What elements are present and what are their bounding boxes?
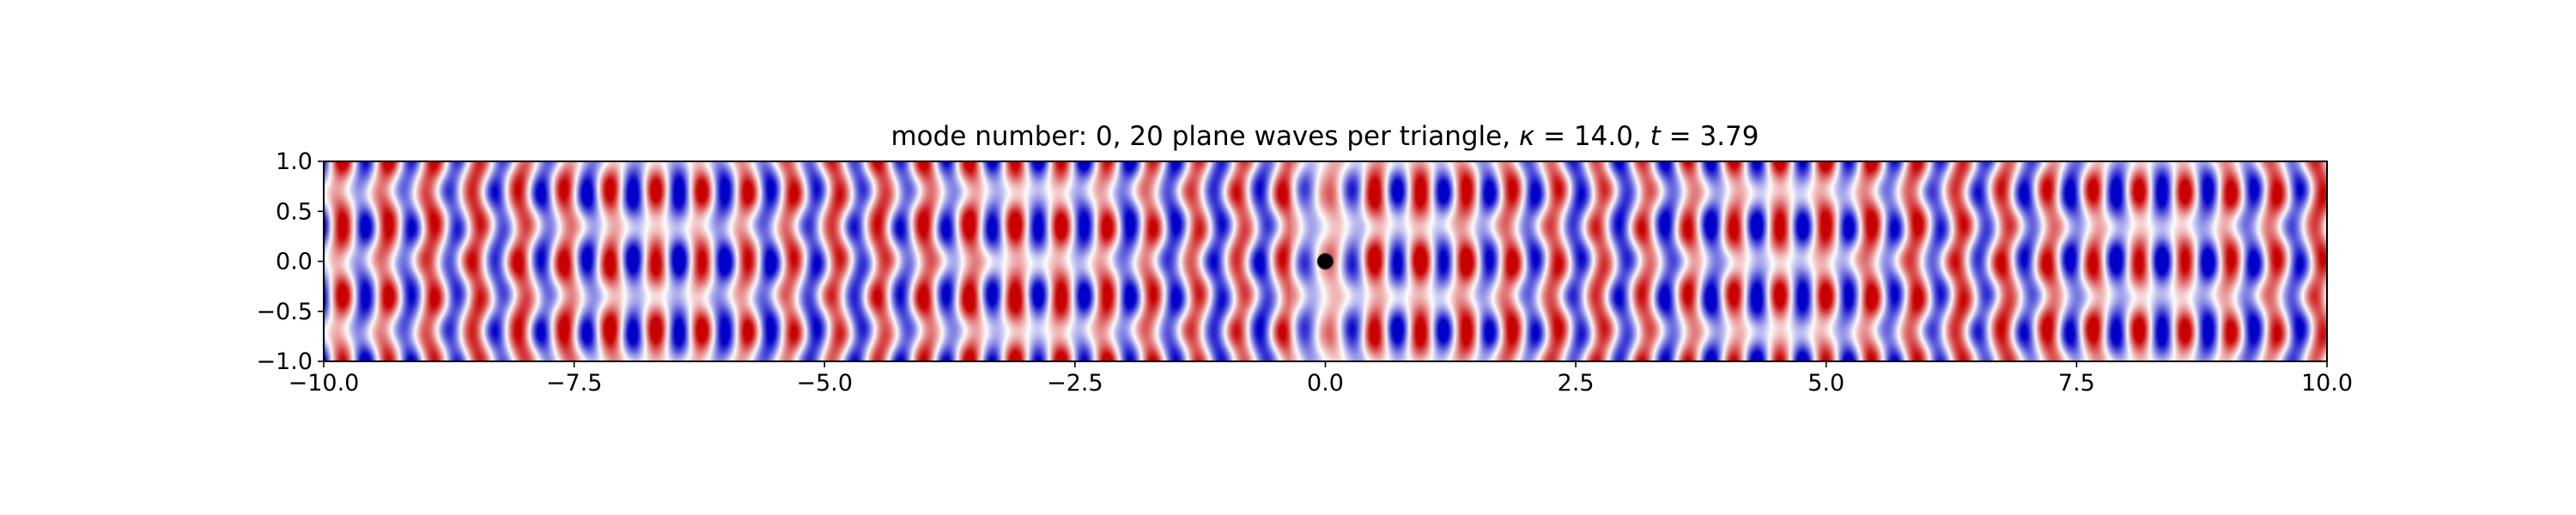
y-tick-label: 1.0	[276, 148, 313, 175]
x-tick-label: −5.0	[796, 370, 853, 397]
x-tick-label: 5.0	[1807, 370, 1844, 397]
x-tick-label: 7.5	[2058, 370, 2095, 397]
title-part: = 3.79	[1661, 121, 1759, 152]
marker-layer	[1316, 252, 1334, 270]
y-axis: 1.0 0.5 0.0 −0.5 −1.0	[256, 148, 324, 375]
chart-title: mode number: 0, 20 plane waves per trian…	[890, 121, 1759, 152]
y-tick-label: 0.0	[276, 249, 313, 276]
title-part: κ	[1519, 121, 1535, 152]
plot-area	[323, 161, 2328, 362]
x-tick-label: 0.0	[1307, 370, 1344, 397]
y-tick-label: 0.5	[276, 198, 313, 225]
x-tick-label: −7.5	[546, 370, 603, 397]
x-tick-label: −10.0	[289, 370, 360, 397]
y-tick-label: −1.0	[256, 348, 313, 375]
title-part: = 14.0,	[1534, 121, 1649, 152]
y-tick-label: −0.5	[256, 299, 313, 325]
x-tick-label: −2.5	[1047, 370, 1103, 397]
x-tick-label: 2.5	[1558, 370, 1595, 397]
title-part: mode number: 0, 20 plane waves per trian…	[890, 121, 1518, 152]
x-tick-label: 10.0	[2301, 370, 2353, 397]
title-part: t	[1650, 121, 1662, 152]
x-axis: −10.0 −7.5 −5.0 −2.5 0.0 2.5 5.0 7.5 10.0	[289, 361, 2353, 397]
source-marker	[1316, 252, 1334, 270]
